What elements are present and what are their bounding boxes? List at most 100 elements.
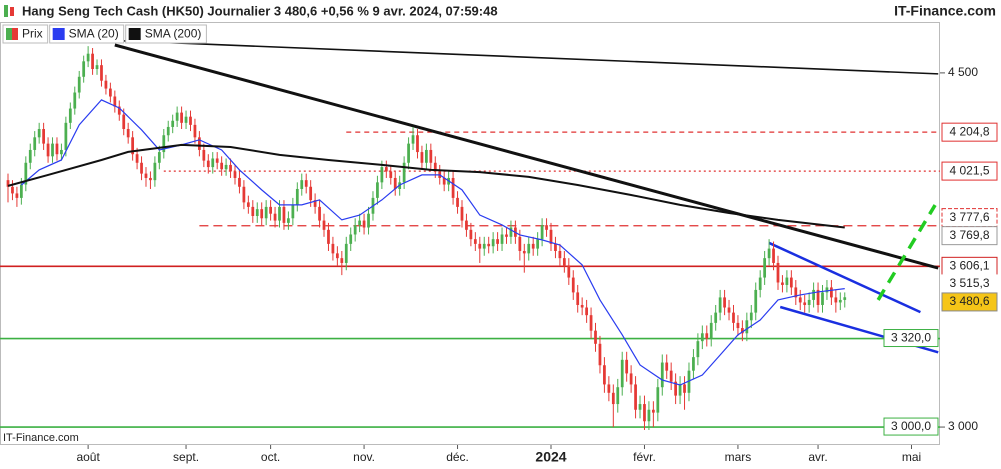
level-label: 3 000,0 — [891, 419, 931, 433]
candle-body — [77, 76, 81, 93]
level-label: 3 320,0 — [891, 331, 931, 345]
candle-body — [15, 193, 19, 198]
candle-body — [620, 359, 624, 388]
candle-body — [656, 387, 660, 413]
candle-body — [349, 234, 353, 244]
candle-body — [705, 333, 709, 339]
candle-body — [55, 143, 59, 155]
brand: IT-Finance.com — [894, 3, 996, 19]
candle-body — [287, 218, 290, 223]
candle-body — [500, 234, 504, 244]
candle-body — [340, 258, 344, 263]
candle-body — [536, 239, 540, 249]
x-tick-label: déc. — [446, 450, 469, 464]
candle-body — [580, 304, 584, 308]
candle-body — [157, 152, 161, 163]
candle-body — [567, 265, 571, 278]
candle-body — [643, 404, 646, 422]
candle-body — [19, 184, 23, 198]
candle-body — [411, 135, 415, 144]
candle-body — [478, 243, 482, 249]
candle-body — [64, 122, 68, 150]
candle-body — [736, 322, 740, 329]
axis-box-label: 3 777,6 — [949, 210, 989, 224]
candle-body — [33, 137, 37, 150]
candle-body — [505, 234, 508, 237]
candle-body — [638, 404, 642, 410]
candle-body — [6, 180, 10, 187]
watermark: IT-Finance.com — [3, 432, 79, 444]
candle-body — [772, 248, 775, 263]
candle-body — [763, 258, 767, 278]
axis-box-label: 3 515,3 — [949, 276, 989, 290]
candle-body — [732, 312, 735, 323]
candle-body — [518, 236, 522, 251]
candle-body — [718, 297, 722, 313]
candle-body — [629, 373, 633, 385]
candle-body — [171, 120, 175, 127]
candle-body — [60, 149, 63, 155]
candle-body — [469, 229, 473, 240]
candle-body — [335, 253, 339, 259]
candle-body — [634, 384, 637, 410]
candle-body — [781, 282, 784, 285]
candle-body — [238, 177, 241, 187]
legend-item: SMA (200) — [125, 24, 207, 44]
candle-body — [834, 297, 838, 303]
candle-body — [451, 177, 455, 198]
candle-body — [393, 177, 397, 189]
candle-body — [714, 312, 718, 323]
candle-body — [86, 53, 90, 62]
overlay: 3 320,0 3 000,0 — [883, 329, 939, 436]
candle-body — [429, 149, 433, 163]
axis-box-label: 3 480,6 — [949, 294, 989, 308]
candle-body — [95, 65, 99, 70]
candle-body — [246, 202, 250, 207]
candle-body — [830, 287, 833, 298]
candle-body — [233, 171, 237, 178]
candle-body — [224, 164, 228, 170]
candle-body — [589, 315, 593, 331]
candle-body — [149, 177, 152, 181]
chart-title: Hang Seng Tech Cash (HK50) Journalier 3 … — [22, 3, 498, 18]
candle-body — [108, 88, 112, 97]
candle-body — [358, 220, 362, 226]
candle-body — [91, 53, 94, 70]
candle-body — [211, 158, 215, 168]
level-box — [883, 329, 939, 348]
candle-body — [545, 225, 548, 230]
candle-body — [433, 162, 437, 172]
axis-box-label: 4 204,8 — [949, 124, 989, 138]
candle-body — [215, 158, 219, 163]
candle-body — [291, 204, 295, 219]
candle-body — [741, 328, 744, 334]
candle-body — [838, 299, 842, 303]
x-tick-label: mai — [902, 450, 921, 464]
candle-body — [767, 248, 771, 259]
legend-swatch — [128, 28, 141, 40]
candle-body — [803, 302, 807, 305]
candle-body — [46, 143, 50, 157]
candle-body — [807, 299, 811, 305]
legend-box — [125, 24, 207, 44]
candle-body — [420, 152, 424, 163]
candle-body — [206, 160, 210, 168]
candle-body — [278, 206, 281, 221]
candle-body — [135, 154, 139, 163]
axis-box — [941, 208, 998, 228]
axis-box — [941, 226, 998, 246]
trendline — [114, 43, 939, 270]
candle-body — [531, 243, 535, 249]
candle-body — [709, 322, 713, 339]
candle-body — [482, 243, 486, 249]
candle-body — [282, 206, 286, 223]
candle-body — [193, 124, 197, 138]
candle-body — [362, 220, 366, 228]
candle-body — [522, 250, 526, 254]
candle-body — [367, 213, 370, 228]
candle-body — [140, 162, 143, 174]
candle-body — [184, 116, 188, 123]
candle-body — [260, 209, 264, 219]
